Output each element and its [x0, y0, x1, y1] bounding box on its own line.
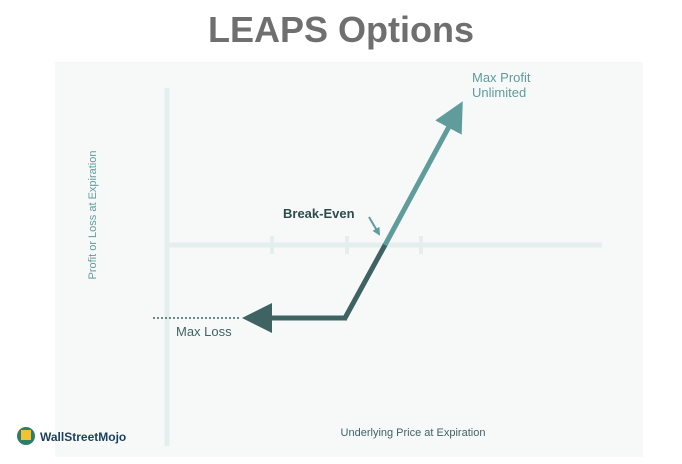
logo-icon [21, 430, 31, 440]
logo: WallStreetMojo [17, 427, 126, 445]
break-even-pointer [368, 216, 381, 236]
payoff-upper [382, 101, 463, 247]
y-axis-label: Profit or Loss at Expiration [87, 150, 99, 279]
max-profit-label: Unlimited [472, 85, 526, 100]
panel [55, 62, 643, 457]
break-even-label: Break-Even [283, 206, 355, 221]
max-loss-label: Max Loss [176, 324, 232, 339]
x-axis-label: Underlying Price at Expiration [341, 427, 486, 439]
payoff-lower [342, 242, 388, 321]
logo-text: WallStreetMojo [40, 430, 126, 444]
title: LEAPS Options [208, 9, 474, 50]
max-profit-label: Max Profit [472, 70, 531, 85]
